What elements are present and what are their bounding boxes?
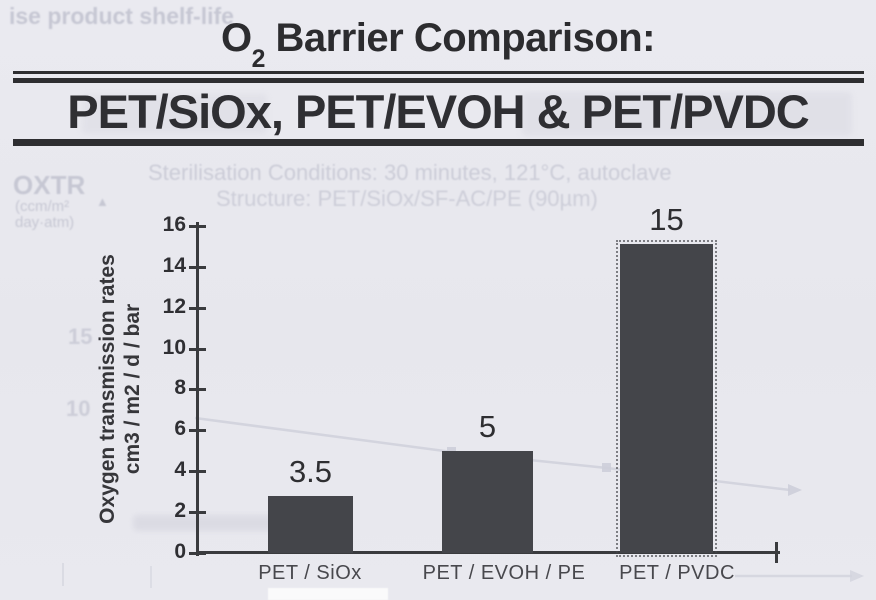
ghost-text-oxtr: OXTR	[13, 170, 86, 200]
x-axis-end-tick	[775, 542, 778, 563]
title-subscript-2: 2	[251, 45, 266, 73]
ghost-number-15: 15	[68, 324, 93, 349]
divider-thin	[13, 71, 864, 74]
y-tick	[189, 265, 206, 269]
y-tick	[189, 388, 206, 392]
y-tick-label: 0	[174, 540, 186, 563]
y-tick-label: 10	[162, 335, 186, 359]
white-patch	[268, 588, 388, 600]
ghost-heading-smudge-right	[522, 92, 852, 136]
y-tick-label: 16	[162, 212, 186, 236]
ghost-text-structure: Structure: PET/SiOx/SF-AC/PE (90µm)	[216, 186, 598, 211]
y-tick-label: 14	[162, 253, 186, 277]
ghost-bottom-left-smudge	[133, 515, 285, 531]
ghost-heading-smudge-left	[82, 94, 267, 134]
page-subtitle: PET/SiOx, PET/EVOH & PET/PVDC	[67, 85, 809, 138]
y-tick-label: 2	[174, 499, 186, 523]
ghost-text-oxtr-unit2: day·atm)	[15, 214, 75, 231]
y-tick	[189, 470, 206, 474]
ghost-axis-arrow-icon: ▲	[96, 194, 109, 209]
y-tick	[189, 306, 206, 310]
x-category-label: PET / PVDC	[619, 562, 735, 584]
bar-pet-evoh-pe	[442, 450, 533, 553]
ghost-number-10: 10	[66, 396, 91, 421]
x-category-label: PET / SiOx	[258, 562, 362, 584]
ghost-text-sterilisation: Sterilisation Conditions: 30 minutes, 12…	[148, 160, 672, 185]
ghost-text-shelf-life: ise product shelf-life	[9, 3, 234, 29]
bar-value-label: 5	[478, 408, 497, 444]
x-category-label: PET / EVOH / PE	[422, 562, 586, 584]
y-tick	[189, 511, 206, 515]
bar-value-label: 15	[649, 202, 684, 238]
bar-pet-pvdc	[616, 240, 717, 557]
divider-thick	[13, 139, 864, 146]
y-tick	[189, 552, 206, 555]
bar-pet-siox	[268, 495, 353, 553]
title-o: O	[220, 16, 252, 60]
y-tick-label: 6	[174, 417, 186, 441]
title-rest: Barrier Comparison:	[264, 16, 656, 60]
y-tick-label: 12	[162, 294, 186, 318]
page-title: O2 Barrier Comparison:	[0, 16, 876, 73]
y-tick	[189, 429, 206, 433]
y-tick	[189, 224, 206, 228]
divider-medium	[13, 78, 864, 83]
bar-value-label: 3.5	[288, 453, 333, 489]
y-tick-label: 8	[174, 376, 186, 400]
y-tick	[189, 347, 206, 351]
ghost-text-oxtr-unit1: (ccm/m²	[15, 198, 70, 215]
y-axis-title-line1: Oxygen transmission rates	[95, 254, 119, 524]
y-tick-label: 4	[174, 458, 186, 482]
